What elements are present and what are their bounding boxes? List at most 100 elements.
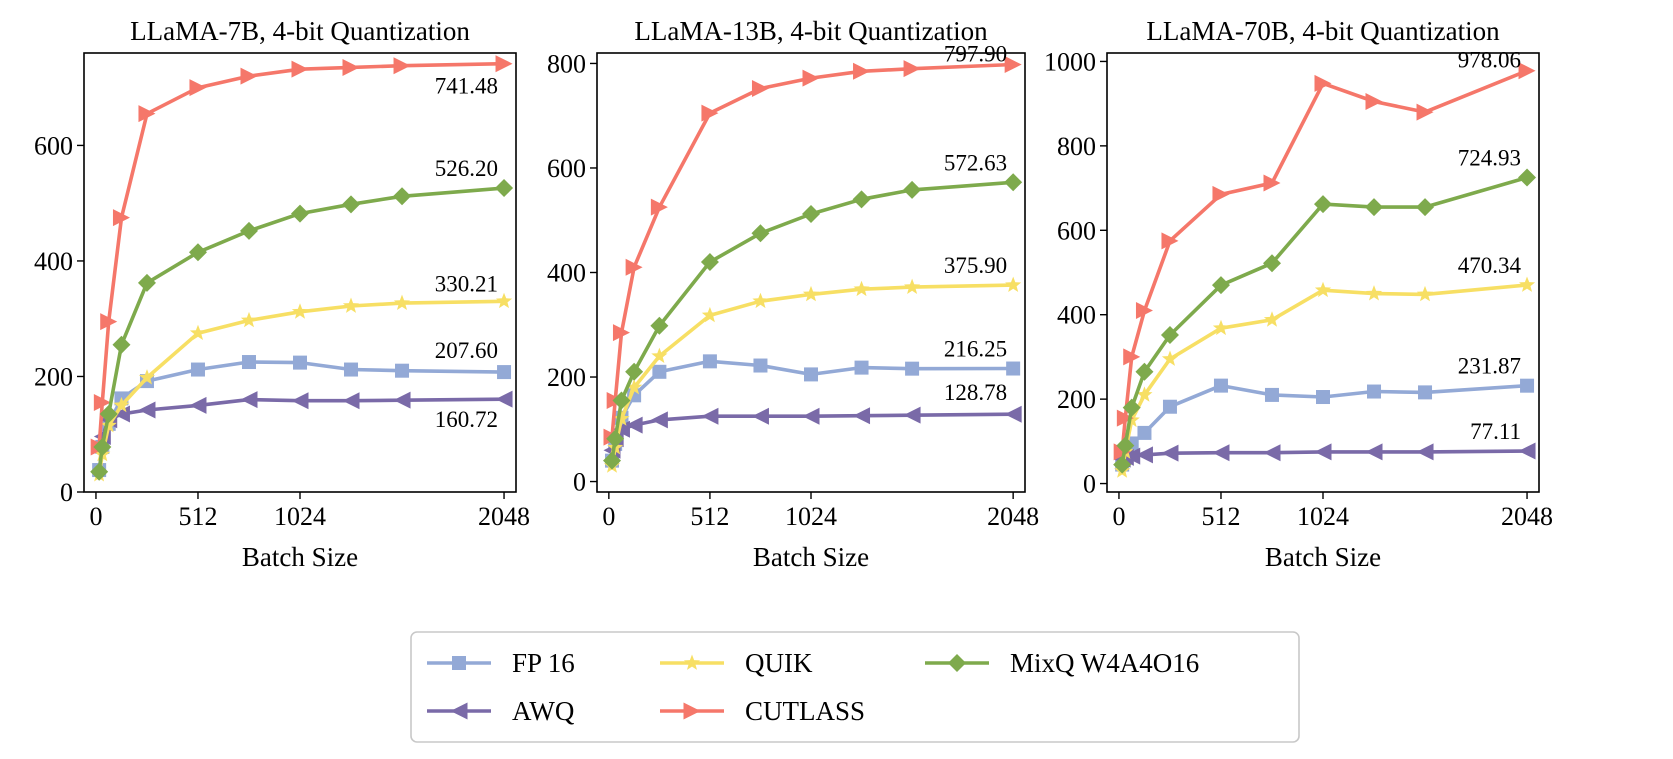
data-point	[701, 104, 719, 122]
data-label: 330.21	[435, 271, 498, 296]
data-point	[393, 391, 411, 409]
y-tick-label: 1000	[1044, 47, 1096, 76]
data-point	[702, 354, 717, 369]
data-point	[189, 79, 207, 97]
data-point	[496, 292, 513, 309]
data-point	[753, 358, 768, 373]
legend-marker	[948, 654, 966, 672]
series-line	[97, 299, 505, 475]
data-label: 231.87	[1458, 354, 1521, 379]
data-point	[802, 407, 820, 425]
data-point	[1160, 325, 1179, 344]
y-tick-label: 200	[547, 363, 586, 392]
data-point	[1135, 362, 1154, 381]
y-tick-label: 400	[34, 247, 73, 276]
data-point	[495, 390, 513, 408]
x-axis-label: Batch Size	[1265, 542, 1381, 572]
x-tick-label: 0	[1112, 502, 1125, 531]
legend-label: CUTLASS	[745, 696, 865, 726]
data-point	[395, 363, 410, 378]
data-point	[751, 80, 769, 98]
legend-item-fp-16: FP 16	[427, 648, 575, 678]
x-tick-label: 0	[89, 502, 102, 531]
data-point	[93, 393, 111, 411]
data-point	[625, 416, 643, 434]
data-point	[240, 391, 258, 409]
legend-marker	[683, 702, 701, 720]
x-axis-label: Batch Size	[753, 542, 869, 572]
x-tick-label: 1024	[785, 502, 837, 531]
x-tick-label: 1024	[1297, 502, 1349, 531]
data-point	[625, 362, 644, 381]
data-point	[495, 179, 514, 198]
data-point	[1262, 254, 1281, 273]
data-point	[190, 362, 205, 377]
data-point	[1006, 361, 1021, 376]
y-tick-label: 0	[60, 478, 73, 507]
y-tick-label: 600	[1057, 216, 1096, 245]
legend-box	[410, 631, 1300, 743]
data-point	[1263, 311, 1281, 327]
data-point	[112, 209, 130, 227]
data-label: 216.25	[944, 337, 1007, 362]
chart-title: LLaMA-13B, 4-bit Quantization	[634, 16, 988, 46]
data-point	[112, 335, 131, 354]
data-label: 741.48	[435, 74, 498, 99]
data-point	[652, 364, 667, 379]
legend-item-quik: QUIK	[660, 648, 813, 678]
data-point	[1365, 93, 1383, 111]
data-point	[344, 362, 359, 377]
legend-item-mixq-w4a4o16: MixQ W4A4O16	[925, 648, 1199, 678]
series-line	[97, 61, 505, 448]
data-point	[1416, 443, 1434, 461]
data-point	[113, 396, 130, 413]
data-point	[342, 58, 360, 76]
data-point	[138, 105, 156, 123]
data-label: 724.93	[1458, 146, 1521, 171]
data-point	[137, 273, 156, 292]
data-point	[751, 224, 770, 243]
data-point	[99, 405, 118, 424]
data-point	[625, 258, 643, 276]
data-point	[651, 347, 668, 363]
data-point	[1162, 399, 1177, 414]
data-point	[626, 379, 643, 395]
data-label: 526.20	[435, 156, 498, 181]
data-point	[1264, 387, 1279, 402]
data-point	[291, 392, 309, 410]
data-label: 470.34	[1458, 253, 1522, 278]
data-point	[1263, 444, 1281, 462]
data-point	[1416, 198, 1435, 217]
data-point	[1123, 411, 1140, 428]
data-point	[495, 55, 513, 73]
data-point	[904, 278, 921, 294]
series-fp-16	[605, 354, 1021, 468]
data-point	[1520, 378, 1535, 393]
data-point	[701, 407, 719, 425]
y-tick-label: 200	[1057, 385, 1096, 414]
data-point	[802, 204, 820, 223]
data-point	[1005, 276, 1022, 292]
data-point	[189, 324, 207, 340]
data-point	[1367, 384, 1382, 399]
data-point	[1004, 173, 1023, 192]
data-point	[1161, 350, 1179, 366]
data-point	[1416, 103, 1434, 121]
data-label: 572.63	[944, 150, 1007, 175]
x-tick-label: 512	[1201, 502, 1240, 531]
legend-label: QUIK	[745, 648, 813, 678]
data-point	[239, 221, 258, 240]
data-point	[1314, 281, 1332, 298]
data-point	[1365, 443, 1383, 461]
series-mixq-w4a4o16	[1113, 168, 1537, 474]
data-point	[1161, 232, 1179, 250]
data-label: 160.72	[435, 407, 498, 432]
data-point	[752, 292, 769, 309]
x-tick-label: 2048	[987, 502, 1039, 531]
legend-marker	[452, 656, 466, 670]
data-label: 797.90	[944, 42, 1007, 67]
x-tick-label: 2048	[478, 502, 530, 531]
data-point	[802, 285, 820, 302]
data-label: 207.60	[435, 338, 498, 363]
